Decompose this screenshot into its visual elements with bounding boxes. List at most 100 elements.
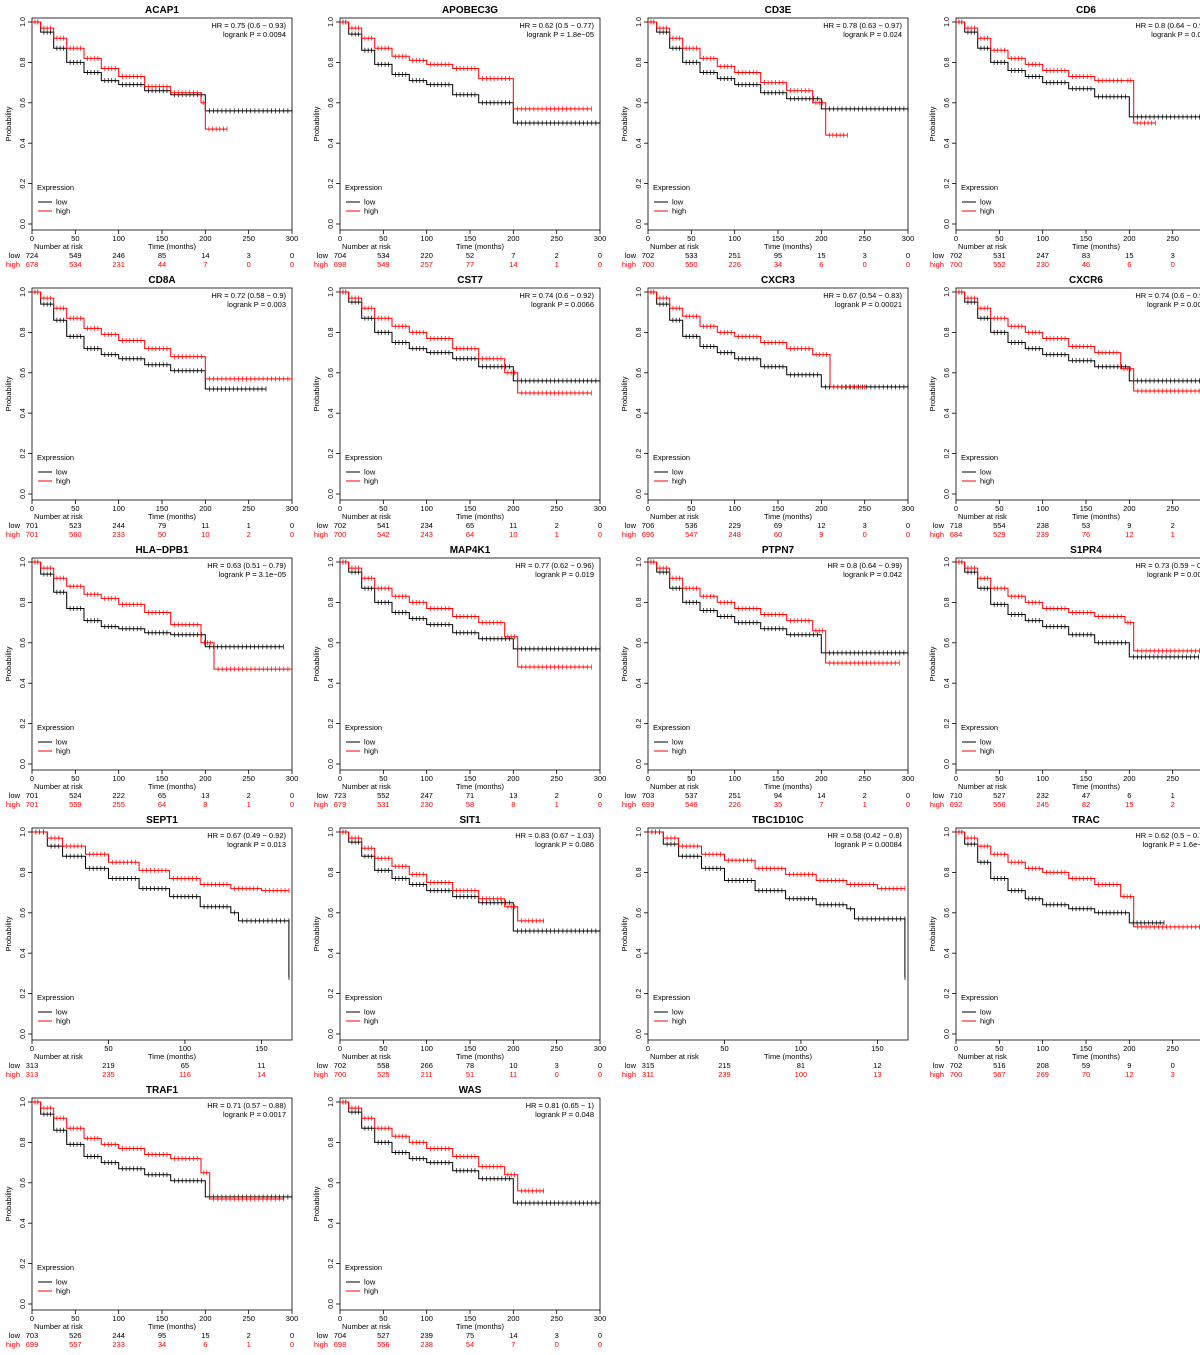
risk-high-value: 531 [377,800,390,809]
y-tick-label: 0.8 [636,327,643,337]
x-tick-label: 250 [858,234,871,243]
risk-high-value: 226 [728,260,741,269]
y-axis-label: Probability [312,1186,321,1221]
y-tick-label: 1.0 [328,17,335,27]
risk-high-value: 7 [511,1340,515,1349]
risk-high-value: 12 [1125,530,1133,539]
x-axis-label: Time (months) [764,1052,813,1061]
km-panel-cd6: CD6 HR = 0.8 (0.64 − 0.99)logrank P = 0.0… [926,2,1200,272]
chart-title: CD6 [1076,5,1096,16]
y-tick-label: 0.0 [636,489,643,499]
legend-high-label: high [364,207,378,216]
risk-high-value: 313 [26,1070,39,1079]
risk-low-value: 232 [1036,791,1049,800]
y-tick-label: 1.0 [328,1097,335,1107]
legend-high-label: high [980,747,994,756]
x-tick-label: 200 [199,234,212,243]
risk-low-value: 246 [112,251,125,260]
chart-title: CD3E [765,5,792,16]
risk-row-label-high: high [6,1070,20,1079]
risk-high-value: 248 [728,530,741,539]
legend-high-label: high [56,477,70,486]
risk-low-value: 701 [26,791,39,800]
risk-high-value: 239 [718,1070,731,1079]
risk-low-value: 2 [555,521,559,530]
censor-marks-high [650,559,900,666]
censor-marks-high [650,19,848,138]
x-axis-label: Time (months) [148,1052,197,1061]
km-curve-high [32,561,292,670]
x-tick-label: 150 [156,504,169,513]
hr-annotation: HR = 0.8 (0.64 − 0.99) [827,561,902,570]
x-tick-label: 300 [902,774,915,783]
risk-low-value: 313 [26,1061,39,1070]
km-curve-high [32,291,292,380]
y-tick-label: 0.0 [636,759,643,769]
x-tick-label: 200 [815,234,828,243]
x-tick-label: 250 [550,1044,563,1053]
censor-marks-high [958,19,1156,126]
risk-table-title: Number at risk [958,242,1007,251]
risk-table-title: Number at risk [342,1322,391,1331]
y-tick-label: 0.8 [636,597,643,607]
y-tick-label: 1.0 [636,827,643,837]
km-panel-cst7: CST7 HR = 0.74 (0.6 − 0.92) logrank P = 0.… [310,272,610,542]
km-curve-high [648,561,900,664]
x-tick-label: 0 [646,234,650,243]
y-axis-label: Probability [928,646,937,681]
km-curve-high [648,21,848,136]
risk-row-label-low: low [317,1331,329,1340]
risk-row-label-high: high [622,530,636,539]
x-tick-label: 150 [255,1044,268,1053]
y-tick-label: 0.8 [944,327,951,337]
censor-marks-high [651,829,906,892]
y-tick-label: 0.4 [944,948,951,958]
risk-low-value: 702 [950,251,963,260]
km-chart-svg: MAP4K1 HR = 0.77 (0.62 − 0.96)logrank P =… [312,545,606,809]
risk-high-value: 58 [466,800,474,809]
risk-low-value: 0 [290,521,294,530]
risk-table-title: Number at risk [958,1052,1007,1061]
risk-high-value: 534 [69,260,82,269]
y-tick-label: 1.0 [328,827,335,837]
x-axis-label: Time (months) [764,512,813,521]
x-tick-label: 150 [156,234,169,243]
y-tick-label: 0.6 [20,1178,27,1188]
y-tick-label: 0.2 [328,449,335,459]
y-tick-label: 0.4 [20,138,27,148]
logrank-annotation: logrank P = 0.0035 [1147,570,1200,579]
risk-low-value: 222 [112,791,125,800]
risk-low-value: 239 [420,1331,433,1340]
hr-annotation: HR = 0.67 (0.54 − 0.83) [823,291,902,300]
risk-high-value: 700 [642,260,655,269]
risk-high-value: 243 [420,530,433,539]
km-curve-low [32,831,290,978]
x-axis-label: Time (months) [148,242,197,251]
risk-row-label-high: high [314,530,328,539]
plot-frame [647,557,909,771]
risk-high-value: 1 [555,800,559,809]
x-tick-label: 200 [507,234,520,243]
y-tick-label: 1.0 [944,17,951,27]
logrank-annotation: logrank P = 0.0017 [223,1110,286,1119]
y-tick-label: 0.0 [20,1299,27,1309]
x-tick-label: 50 [379,1314,387,1323]
legend-low-label: low [980,198,992,207]
risk-row-label-low: low [933,791,945,800]
risk-low-value: 11 [258,1061,266,1070]
y-tick-label: 0.0 [20,489,27,499]
risk-row-label-low: low [317,251,329,260]
chart-title: TBC1D10C [752,815,804,826]
y-tick-label: 1.0 [944,827,951,837]
x-tick-label: 100 [420,504,433,513]
y-tick-label: 0.2 [20,449,27,459]
legend-title: Expression [653,993,690,1002]
risk-low-value: 94 [774,791,782,800]
risk-low-value: 234 [420,521,433,530]
risk-high-value: 10 [509,530,517,539]
plot-frame [955,827,1200,1041]
x-tick-label: 150 [464,774,477,783]
risk-table-title: Number at risk [34,512,83,521]
y-tick-label: 0.2 [20,989,27,999]
